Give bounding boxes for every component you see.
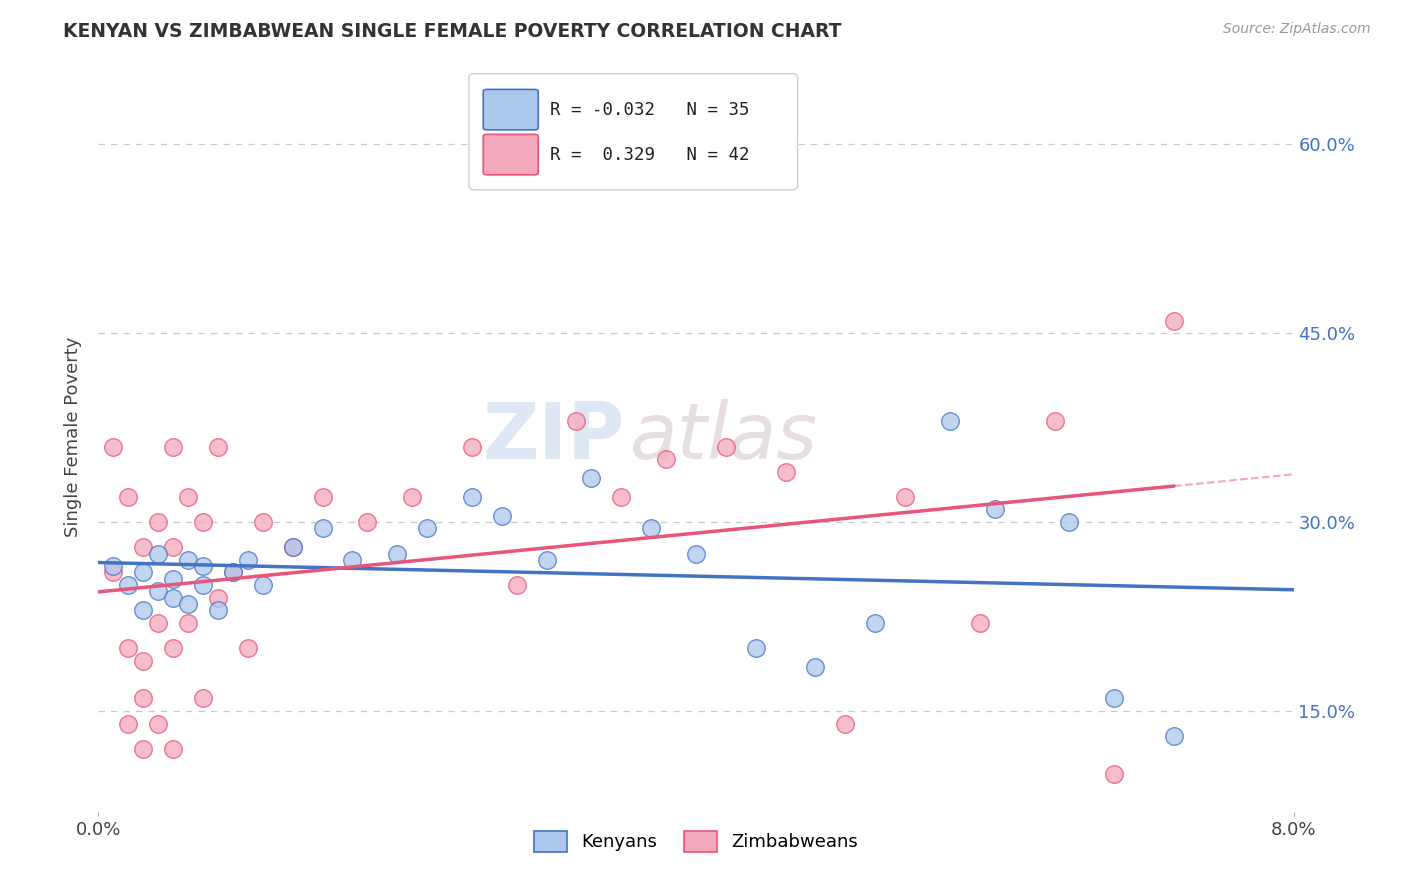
Point [177, 490, 200, 504]
Point [640, 521, 662, 535]
Point [385, 547, 409, 561]
Point [162, 741, 184, 756]
Point [162, 440, 184, 454]
Point [1043, 414, 1066, 428]
Point [191, 515, 214, 529]
Point [148, 716, 170, 731]
Point [132, 691, 155, 706]
Point [311, 490, 333, 504]
Text: R = -0.032   N = 35: R = -0.032 N = 35 [550, 101, 749, 119]
Text: Source: ZipAtlas.com: Source: ZipAtlas.com [1223, 22, 1371, 37]
Point [581, 471, 603, 485]
Point [834, 716, 856, 731]
Point [117, 490, 139, 504]
Point [416, 521, 439, 535]
Point [745, 640, 768, 655]
Point [132, 741, 155, 756]
Point [117, 716, 139, 731]
Point [865, 615, 887, 630]
Point [252, 578, 274, 592]
Point [117, 578, 139, 592]
Point [207, 603, 229, 617]
Point [132, 541, 155, 555]
Point [132, 654, 155, 668]
Point [222, 566, 245, 580]
Point [162, 572, 184, 586]
Point [969, 615, 991, 630]
Point [342, 553, 364, 567]
Point [775, 465, 797, 479]
Point [536, 553, 558, 567]
Point [103, 559, 125, 574]
Point [1163, 313, 1185, 327]
Point [685, 547, 707, 561]
Point [506, 578, 529, 592]
Point [281, 541, 304, 555]
Point [191, 578, 214, 592]
FancyBboxPatch shape [484, 135, 538, 175]
Point [148, 515, 170, 529]
Point [162, 640, 184, 655]
Point [132, 566, 155, 580]
Point [1059, 515, 1081, 529]
Point [461, 490, 484, 504]
Point [236, 640, 259, 655]
Point [177, 597, 200, 611]
Point [610, 490, 633, 504]
Point [207, 591, 229, 605]
Point [281, 541, 304, 555]
Point [103, 566, 125, 580]
Point [401, 490, 423, 504]
Point [1104, 691, 1126, 706]
Point [191, 559, 214, 574]
Point [984, 502, 1007, 516]
FancyBboxPatch shape [470, 74, 797, 190]
Point [894, 490, 917, 504]
Point [207, 440, 229, 454]
FancyBboxPatch shape [484, 89, 538, 130]
Text: ZIP: ZIP [482, 399, 624, 475]
Point [117, 640, 139, 655]
Point [356, 515, 378, 529]
Point [1104, 767, 1126, 781]
Point [714, 440, 737, 454]
Point [939, 414, 962, 428]
Point [148, 547, 170, 561]
Point [148, 584, 170, 599]
Point [177, 553, 200, 567]
Point [565, 414, 588, 428]
Point [1163, 729, 1185, 743]
Point [162, 541, 184, 555]
Point [222, 566, 245, 580]
Point [177, 615, 200, 630]
Point [491, 508, 513, 523]
Text: KENYAN VS ZIMBABWEAN SINGLE FEMALE POVERTY CORRELATION CHART: KENYAN VS ZIMBABWEAN SINGLE FEMALE POVER… [63, 22, 842, 41]
Point [461, 440, 484, 454]
Point [191, 691, 214, 706]
Y-axis label: Single Female Poverty: Single Female Poverty [65, 337, 83, 537]
Point [252, 515, 274, 529]
Text: R =  0.329   N = 42: R = 0.329 N = 42 [550, 145, 749, 163]
Point [132, 603, 155, 617]
Text: atlas: atlas [630, 399, 818, 475]
Point [236, 553, 259, 567]
Point [655, 452, 678, 467]
Point [311, 521, 333, 535]
Point [162, 591, 184, 605]
Point [804, 660, 827, 674]
Point [148, 615, 170, 630]
Point [103, 440, 125, 454]
Legend: Kenyans, Zimbabweans: Kenyans, Zimbabweans [527, 823, 865, 859]
